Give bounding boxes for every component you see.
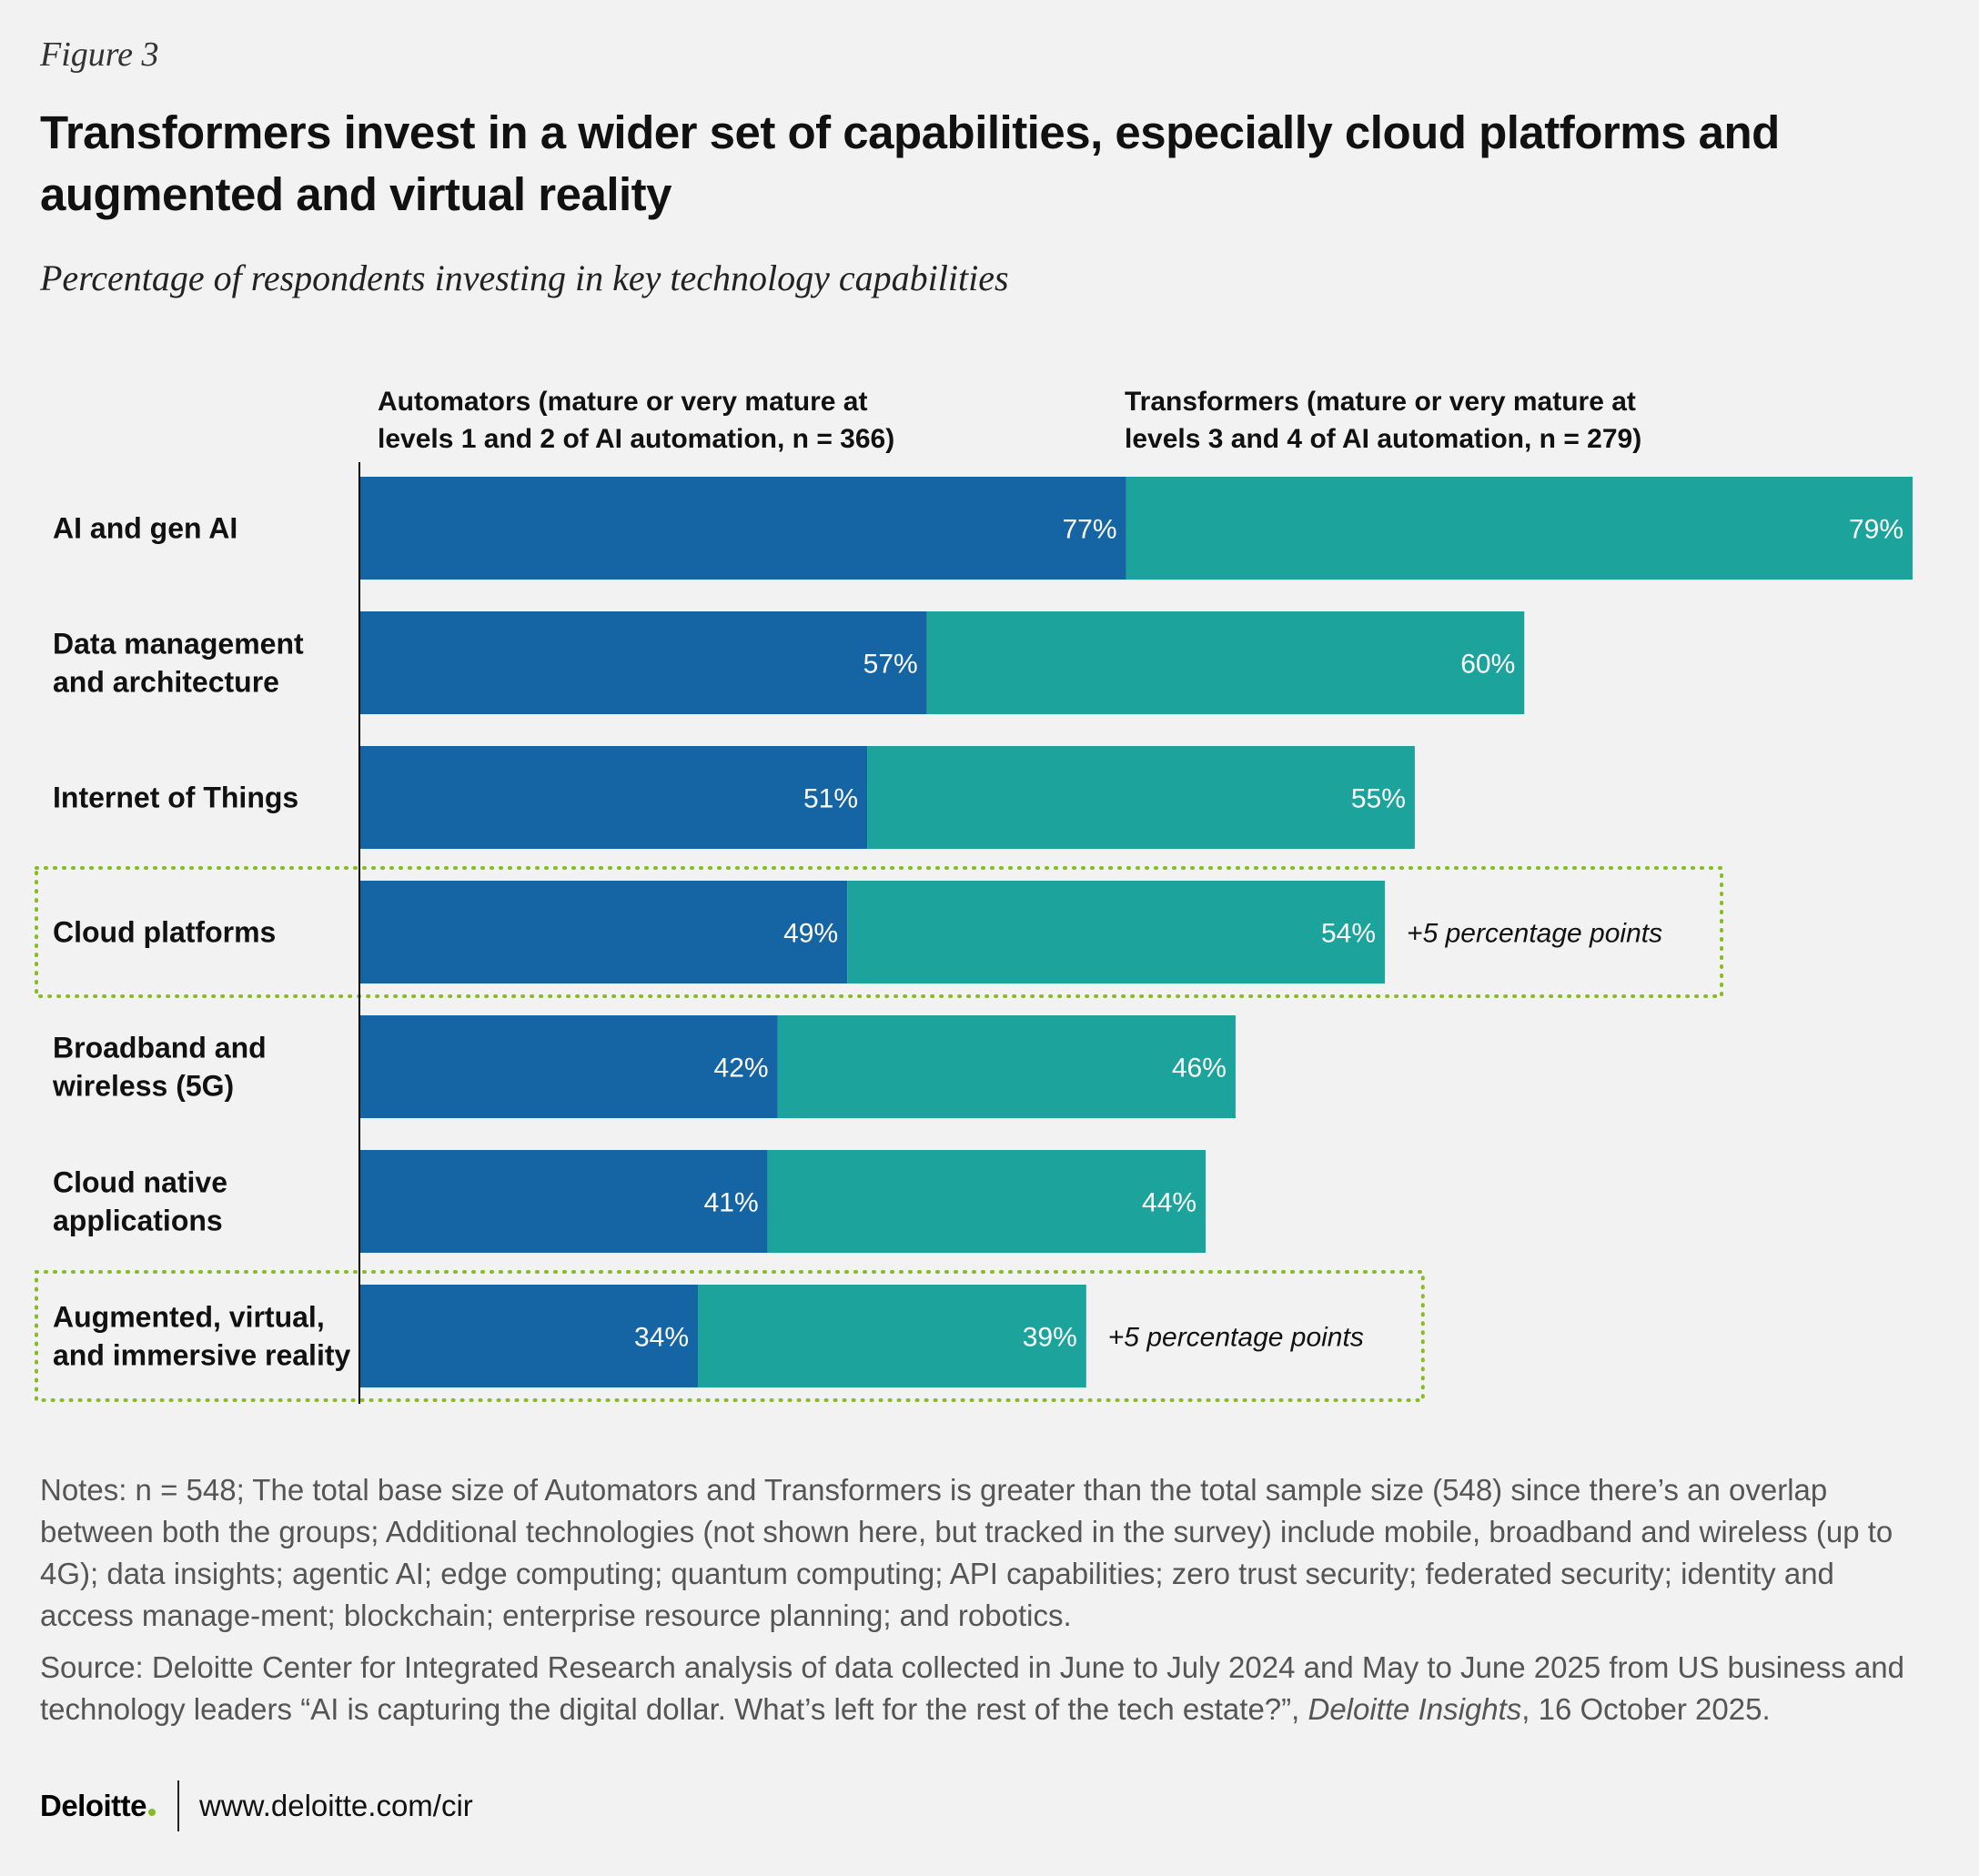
bar-automators — [359, 746, 868, 849]
category-label: Internet of Things — [53, 782, 298, 814]
bar-automators — [359, 1015, 778, 1118]
bar-automators — [359, 1285, 699, 1387]
bar-transformers — [777, 1015, 1236, 1118]
bar-automators — [359, 477, 1126, 580]
source-publication: Deloitte Insights — [1308, 1692, 1522, 1726]
source-date: , 16 October 2025. — [1521, 1692, 1771, 1726]
category-label: Augmented, virtual, — [53, 1301, 325, 1334]
data-label-automators: 34% — [634, 1323, 689, 1353]
data-label-transformers: 79% — [1849, 515, 1903, 545]
category-label: and immersive reality — [53, 1339, 350, 1372]
legend-transformers-line-1: Transformers (mature or very mature at — [1125, 387, 1636, 417]
bar-transformers — [867, 746, 1415, 849]
footer: Deloitte www.deloitte.com/cir — [40, 1780, 473, 1831]
data-label-transformers: 39% — [1023, 1323, 1077, 1353]
data-label-automators: 49% — [783, 919, 838, 949]
chart-subtitle: Percentage of respondents investing in k… — [40, 257, 1009, 298]
brand-name: Deloitte — [40, 1789, 147, 1822]
data-label-automators: 42% — [714, 1054, 769, 1084]
legend-transformers-line-2: levels 3 and 4 of AI automation, n = 279… — [1125, 424, 1641, 454]
data-label-transformers: 46% — [1172, 1054, 1227, 1084]
data-label-transformers: 60% — [1460, 650, 1515, 680]
legend-automators-line-1: Automators (mature or very mature at — [378, 387, 867, 417]
data-label-transformers: 54% — [1321, 919, 1376, 949]
category-label: Data management — [53, 628, 304, 661]
bar-automators — [359, 611, 927, 714]
data-label-transformers: 44% — [1142, 1188, 1196, 1218]
deloitte-logo: Deloitte — [40, 1789, 157, 1823]
category-label: and architecture — [53, 666, 279, 699]
data-label-transformers: 55% — [1351, 784, 1406, 814]
data-label-automators: 51% — [803, 784, 858, 814]
annotation-2: +5 percentage points — [1108, 1323, 1364, 1353]
bar-transformers — [1126, 477, 1913, 580]
bar-transformers — [698, 1285, 1086, 1387]
data-label-automators: 41% — [704, 1188, 759, 1218]
bar-automators — [359, 1150, 768, 1253]
category-label: Cloud native — [53, 1166, 227, 1199]
bar-transformers — [926, 611, 1525, 714]
category-label: Cloud platforms — [53, 916, 276, 949]
footer-url[interactable]: www.deloitte.com/cir — [199, 1789, 473, 1822]
legend-automators-line-2: levels 1 and 2 of AI automation, n = 366… — [378, 424, 894, 454]
chart-source: Source: Deloitte Center for Integrated R… — [40, 1647, 1933, 1730]
chart-notes: Notes: n = 548; The total base size of A… — [40, 1473, 1893, 1632]
bar-transformers — [847, 881, 1386, 983]
bar-automators — [359, 881, 848, 983]
bar-transformers — [767, 1150, 1207, 1253]
category-label: applications — [53, 1205, 223, 1237]
annotation-1: +5 percentage points — [1407, 919, 1662, 949]
logo-dot-icon — [148, 1809, 157, 1816]
data-label-automators: 77% — [1063, 515, 1117, 545]
data-label-automators: 57% — [863, 650, 918, 680]
category-label: Broadband and — [53, 1032, 267, 1064]
highlight-box-1 — [35, 866, 1724, 998]
highlight-box-2 — [35, 1270, 1425, 1402]
category-label: wireless (5G) — [52, 1070, 234, 1103]
bar-chart: Automators (mature or very mature at leve… — [35, 387, 1913, 1404]
source-text: Source: Deloitte Center for Integrated R… — [40, 1650, 1905, 1726]
category-label: AI and gen AI — [53, 512, 237, 545]
chart-title: Transformers invest in a wider set of ca… — [40, 106, 1780, 220]
figure-label: Figure 3 — [40, 35, 159, 74]
footer-divider — [177, 1780, 180, 1831]
